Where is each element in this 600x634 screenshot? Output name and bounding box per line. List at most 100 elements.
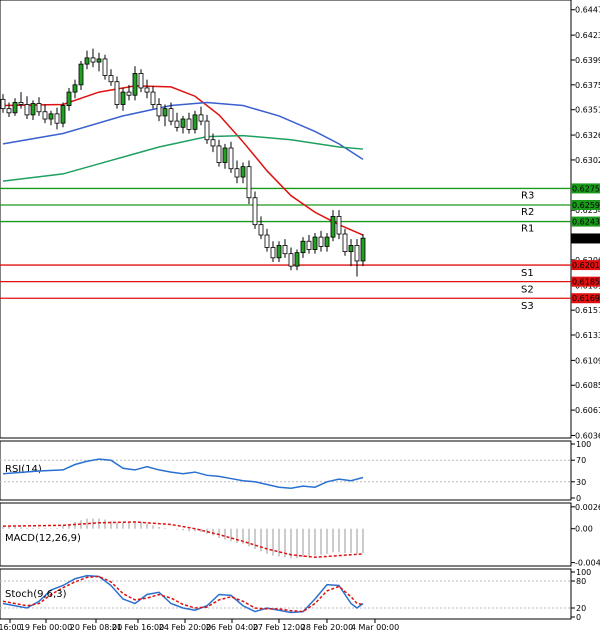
candle xyxy=(354,239,360,277)
rsi-y-tick-label: 70 xyxy=(576,456,586,465)
candle-body-down xyxy=(282,244,288,255)
candle-body-down xyxy=(288,253,294,267)
level-value-label: 0.62590 xyxy=(572,201,600,210)
candle xyxy=(0,94,6,113)
level-value-label: 0.62750 xyxy=(572,184,600,193)
candle-body-up xyxy=(294,252,300,267)
current-price-label: 0.62267 xyxy=(572,234,600,243)
macd-y-tick-label: 0.00 xyxy=(575,525,593,534)
candle-body-down xyxy=(252,197,258,226)
candle-body-down xyxy=(36,103,42,113)
candle-body-down xyxy=(54,113,60,124)
candle-body-down xyxy=(24,104,30,116)
candle xyxy=(90,48,96,68)
candle xyxy=(12,98,18,116)
level-label-s2: S2 xyxy=(521,285,534,296)
candle-body-up xyxy=(192,114,198,130)
candle xyxy=(168,102,174,126)
candle xyxy=(234,160,240,184)
candle xyxy=(222,143,228,169)
candle xyxy=(186,112,192,134)
candle-body-down xyxy=(264,234,270,248)
candle-body-down xyxy=(234,168,240,178)
candle xyxy=(60,102,66,128)
candle xyxy=(318,230,324,252)
candle xyxy=(120,87,126,111)
level-label-r2: R2 xyxy=(521,207,534,218)
x-tick-label: 16:00 xyxy=(0,623,22,632)
macd-y-tick-label: -0.004036 xyxy=(575,559,600,568)
candle-body-down xyxy=(246,166,252,199)
candle xyxy=(228,141,234,173)
price-y-tick-label: 0.60365 xyxy=(575,431,600,440)
candle-body-up xyxy=(360,237,366,262)
candle xyxy=(144,79,150,99)
candle-body-up xyxy=(300,240,306,254)
candle-body-down xyxy=(108,75,114,83)
level-value-box xyxy=(571,260,600,271)
candle xyxy=(312,232,318,254)
candle-body-down xyxy=(168,108,174,122)
candle-body-down xyxy=(174,120,180,128)
price-y-tick-label: 0.61335 xyxy=(575,331,600,340)
price-y-tick-label: 0.61575 xyxy=(575,306,600,315)
macd-panel: 0.002606 0.00 -0.004036 MACD(12,26,9) xyxy=(2,503,600,568)
candle-body-down xyxy=(306,240,312,250)
candle xyxy=(156,98,162,122)
rsi-panel: 100 70 30 0 RSI(14) xyxy=(0,440,591,503)
candle-body-up xyxy=(276,244,282,259)
stoch-panel-frame xyxy=(0,568,572,620)
x-tick-label: 4 Mar 00:00 xyxy=(351,623,399,632)
stoch-y-tick-label: 100 xyxy=(576,568,591,577)
candle xyxy=(300,237,306,258)
level-value-box xyxy=(571,183,600,194)
candle xyxy=(6,102,12,117)
candle-body-down xyxy=(18,102,24,105)
candle-body-down xyxy=(0,98,6,110)
x-tick-label: 28 Feb 20:00 xyxy=(301,623,353,632)
price-panel-frame xyxy=(0,0,572,439)
candle-body-up xyxy=(78,63,84,86)
candle-body-down xyxy=(156,104,162,117)
candle-body-down xyxy=(258,224,264,236)
price-y-tick-label: 0.63510 xyxy=(575,106,600,115)
candle xyxy=(48,110,54,126)
candle xyxy=(264,228,270,252)
candle xyxy=(36,97,42,116)
candle-body-up xyxy=(222,147,228,163)
candle xyxy=(336,210,342,240)
x-tick-label: 26 Feb 04:00 xyxy=(206,623,258,632)
price-y-tick-label: 0.63750 xyxy=(575,81,600,90)
candle-body-up xyxy=(180,118,186,128)
candle-body-up xyxy=(312,236,318,250)
price-y-tick-label: 0.63265 xyxy=(575,131,600,140)
candle xyxy=(30,100,36,121)
candle xyxy=(114,76,120,109)
candle xyxy=(360,234,366,267)
price-y-tick-label: 0.60610 xyxy=(575,406,600,415)
candle-body-up xyxy=(132,73,138,96)
stoch-d-line xyxy=(2,575,364,613)
candle-body-up xyxy=(12,102,18,114)
level-value-box xyxy=(571,276,600,287)
candle-body-up xyxy=(30,103,36,116)
candle-body-up xyxy=(240,166,246,178)
candle xyxy=(204,114,210,144)
candle-body-up xyxy=(96,58,102,63)
candle xyxy=(348,239,354,267)
candle xyxy=(18,92,24,109)
candle-body-down xyxy=(102,58,108,76)
candle xyxy=(252,191,258,229)
candle-body-up xyxy=(330,215,336,238)
candle xyxy=(198,106,204,126)
candle-body-down xyxy=(6,108,12,114)
candle xyxy=(42,104,48,124)
candle xyxy=(162,104,168,127)
level-value-box xyxy=(571,293,600,304)
level-value-label: 0.61850 xyxy=(572,278,600,287)
candle-body-down xyxy=(150,91,156,105)
price-y-tick-label: 0.63990 xyxy=(575,56,600,65)
